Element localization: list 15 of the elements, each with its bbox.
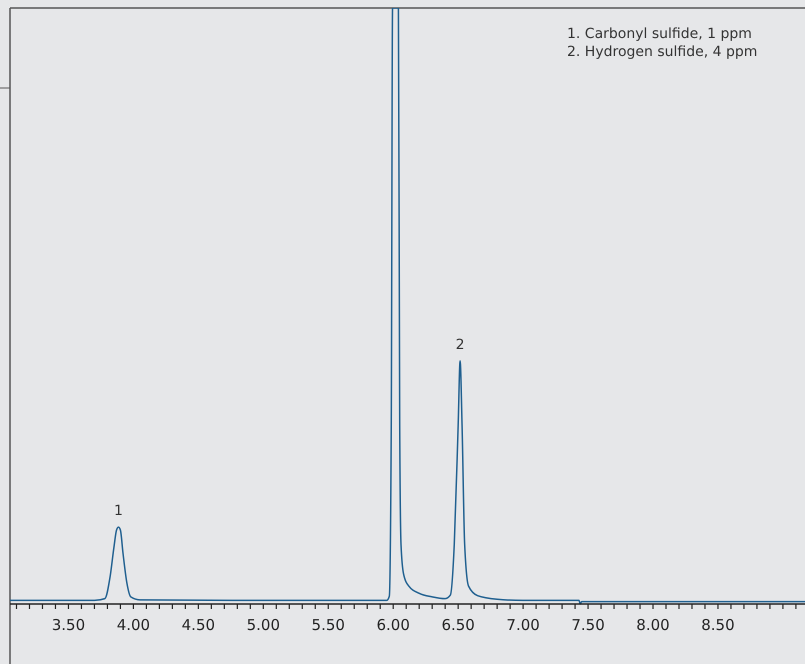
x-tick-label: 4.00 — [116, 616, 150, 634]
x-tick-label: 8.00 — [636, 616, 670, 634]
x-tick-label: 4.50 — [182, 616, 216, 634]
annotation: 2 — [456, 336, 465, 353]
x-tick-label: 5.50 — [312, 616, 345, 634]
x-tick-label: 6.00 — [376, 616, 410, 634]
x-tick-label: 8.50 — [701, 616, 735, 634]
annotation: 2. Hydrogen sulfide, 4 ppm — [567, 44, 758, 60]
x-tick-label: 7.00 — [506, 616, 540, 634]
annotation: 1 — [114, 503, 123, 520]
x-tick-label: 5.00 — [246, 616, 280, 634]
annotation: 1. Carbonyl sulfide, 1 ppm — [567, 26, 752, 42]
x-tick-label: 3.50 — [52, 616, 86, 634]
x-tick-label: 6.50 — [441, 616, 475, 634]
x-tick-label: 7.50 — [571, 616, 605, 634]
